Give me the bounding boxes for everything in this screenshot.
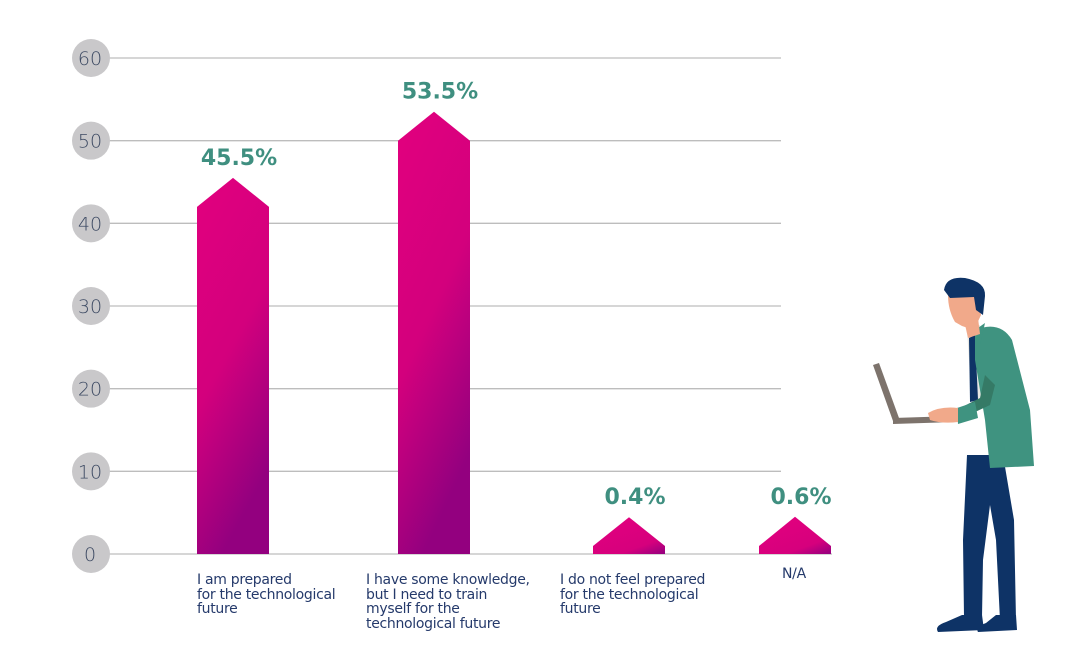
legs: [963, 455, 1016, 620]
x-tick-label-2: I do not feel prepared for the technolog…: [560, 572, 706, 617]
y-tick-label-10: 10: [78, 461, 102, 483]
value-label-0: 45.5%: [201, 146, 277, 171]
value-labels: 45.5% 53.5% 0.4% 0.6%: [201, 80, 832, 510]
bar-3: [759, 516, 831, 554]
x-tick-label-0: I am prepared for the technological futu…: [197, 572, 336, 617]
y-tick-label-60: 60: [78, 48, 102, 70]
y-tick-circle-0: [72, 535, 110, 573]
bar-1: [398, 111, 470, 554]
hair: [944, 277, 986, 315]
jacket: [975, 326, 1034, 468]
y-tick-label-40: 40: [78, 213, 102, 235]
shoes: [937, 615, 984, 632]
person-with-laptop-illustration: [873, 277, 1034, 632]
hand: [928, 407, 958, 423]
y-tick-label-0: 0: [84, 544, 96, 566]
bars: [197, 111, 831, 554]
bar-0: [197, 177, 269, 554]
y-tick-circle-40: [72, 204, 110, 243]
face: [948, 293, 981, 330]
y-tick-label-30: 30: [78, 296, 102, 318]
y-tick-circle-10: [72, 452, 110, 491]
x-tick-label-1: I have some knowledge, but I need to tra…: [366, 572, 530, 632]
y-tick-circle-60: [72, 39, 110, 77]
bar-2: [593, 517, 665, 554]
value-label-2: 0.4%: [604, 485, 665, 510]
y-tick-circle-50: [72, 121, 110, 160]
x-tick-label-3: N/A: [782, 566, 806, 582]
value-label-3: 0.6%: [770, 485, 831, 510]
laptop-icon: [873, 363, 899, 421]
y-tick-label-50: 50: [78, 131, 102, 153]
y-tick-circle-20: [72, 369, 110, 408]
y-tick-label-20: 20: [78, 379, 102, 401]
value-label-1: 53.5%: [402, 80, 478, 105]
y-tick-circle-30: [72, 287, 110, 325]
y-axis: 0 10 20 30 40 50 60: [72, 39, 110, 573]
